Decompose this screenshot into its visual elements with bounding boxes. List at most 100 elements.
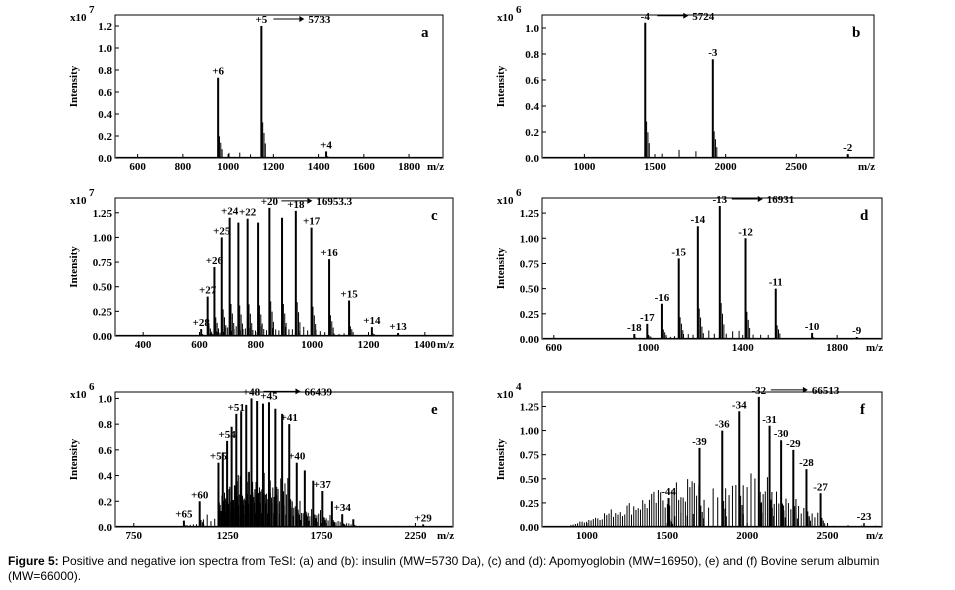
- panel-a-ytick-label: 0.4: [98, 109, 112, 121]
- panel-e-peak-label: +60: [191, 489, 209, 501]
- panel-c-ytick-label: 0.50: [93, 282, 113, 294]
- panel-e-xtick-label: 1250: [217, 530, 240, 542]
- panel-a-ytick-label: 0.2: [98, 131, 112, 143]
- panel-b-ytick-label: 0.6: [525, 75, 539, 87]
- panel-d-deconvoluted-mass: 16931: [767, 194, 795, 206]
- panel-f-ytick-label: 0.75: [520, 450, 540, 462]
- panel-b-arrow-head: [683, 12, 689, 19]
- panel-b-ytick-label: 0.8: [525, 49, 539, 61]
- panel-f-ytick-label: 0.50: [520, 474, 540, 486]
- panel-c-frame: [114, 197, 454, 337]
- panel-d-letter: d: [860, 208, 869, 224]
- panel-c-peak-label: +13: [389, 321, 407, 333]
- panel-a-ytick-label: 1.0: [98, 43, 112, 55]
- panel-d-peak-label: -14: [690, 214, 705, 226]
- panel-c: 0.00 0.25 0.50 0.75 1.00 1.25 400 600 800 1000 120…: [68, 187, 454, 351]
- panel-e-peak-label: +55: [210, 451, 228, 463]
- panel-f-peak-label: -23: [857, 511, 872, 523]
- panel-f-peak-label: -31: [762, 414, 777, 426]
- panel-f-xtick-label: 2500: [816, 530, 839, 542]
- panel-d-peak-label: -18: [627, 322, 642, 334]
- panel-d-ytick-label: 0.00: [520, 334, 540, 346]
- panel-b-minor-peaks: [646, 121, 853, 158]
- panel-a-letter: a: [421, 25, 429, 41]
- panel-a-xtick-label: 1200: [262, 161, 285, 173]
- panel-a-peak-label: +5: [255, 14, 267, 26]
- panel-d-xtick-label: 1400: [732, 342, 755, 354]
- panel-d-xtick-label: 1000: [637, 342, 660, 354]
- panel-c-peak-label: +25: [213, 225, 231, 237]
- panel-c-minor-peaks: [202, 301, 403, 336]
- panel-f-ytick-label: 1.25: [520, 401, 540, 413]
- panel-f-peak-label: -36: [715, 419, 730, 431]
- panel-e-ytick-label: 0.2: [98, 496, 112, 508]
- panel-b-frame: [541, 14, 875, 159]
- panel-a-xtick-label: 1600: [353, 161, 376, 173]
- panel-e-peak-label: +29: [415, 512, 433, 524]
- panel-c-xlabel: m/z: [437, 339, 454, 351]
- panel-a-xlabel: m/z: [427, 161, 444, 173]
- panel-f-peak-label: -30: [774, 428, 789, 440]
- panel-a-multiplier: x10: [70, 12, 87, 24]
- panel-c-deconvoluted-mass: 16953.3: [316, 196, 352, 208]
- panel-e-peak-label: +51: [228, 402, 245, 414]
- panel-c-peak-label: +26: [206, 255, 224, 267]
- panel-f-peak-label: -29: [786, 438, 801, 450]
- panel-d-xlabel: m/z: [866, 342, 883, 354]
- panel-d-multiplier: x10: [497, 195, 514, 207]
- panel-f-peak-label: -34: [732, 399, 747, 411]
- panel-b-ytick-label: 0.2: [525, 127, 539, 139]
- panel-c-xtick-label: 1400: [414, 339, 437, 351]
- panel-b-xtick-label: 1500: [644, 161, 667, 173]
- panel-a-xtick-label: 1000: [217, 161, 240, 173]
- panel-a-ylabel: Intensity: [68, 65, 80, 107]
- panel-c-ytick-label: 0.75: [93, 257, 113, 269]
- panel-a-exponent: 7: [89, 4, 95, 16]
- panel-c-peak-label: +22: [239, 207, 257, 219]
- panel-e-exponent: 6: [89, 381, 95, 393]
- panel-c-ylabel: Intensity: [68, 246, 80, 288]
- panel-f-xtick-label: 2000: [736, 530, 759, 542]
- panel-c-ytick-label: 1.00: [93, 232, 113, 244]
- panel-b-xtick-label: 2000: [715, 161, 738, 173]
- panel-d-ytick-label: 0.25: [520, 309, 540, 321]
- panel-c-peak-label: +17: [303, 216, 321, 228]
- panel-b-ytick-label: 0.0: [525, 153, 539, 165]
- panel-f-arrow-head: [802, 386, 808, 393]
- panel-c-letter: c: [431, 208, 438, 224]
- panel-e-peak-label: +48: [243, 386, 261, 398]
- panel-b-multiplier: x10: [497, 12, 514, 24]
- panel-e-peak-label: +34: [334, 502, 352, 514]
- panel-b-peak-label: -4: [641, 11, 651, 23]
- panel-d-peak-label: -11: [769, 277, 783, 289]
- panel-c-peak-label: +16: [320, 247, 338, 259]
- panel-b-peak-label: -2: [843, 142, 853, 154]
- panel-b-xtick-label: 2500: [785, 161, 808, 173]
- panel-f-peak-label: -28: [799, 457, 814, 469]
- panel-f-peak-label: -44: [661, 486, 676, 498]
- panel-f-exponent: 4: [516, 381, 522, 393]
- panel-d-peak-label: -17: [640, 312, 655, 324]
- panel-f-ytick-label: 0.00: [520, 522, 540, 534]
- panel-b-xlabel: m/z: [858, 161, 875, 173]
- panel-e-minor-peaks: [184, 471, 428, 527]
- panel-d-peak-label: -10: [805, 321, 820, 333]
- panel-e-xtick-label: 750: [126, 530, 143, 542]
- panel-d-ytick-label: 0.50: [520, 284, 540, 296]
- panel-e-peak-label: +45: [260, 390, 278, 402]
- panel-e-ytick-label: 0.4: [98, 471, 112, 483]
- panel-f-ylabel: Intensity: [495, 438, 507, 480]
- panel-d-xtick-label: 600: [546, 342, 563, 354]
- panel-b: 0.0 0.2 0.4 0.6 0.8 1.0 1000 1500 2000 2500 m/z Int…: [495, 4, 875, 173]
- panel-c-ytick-label: 0.25: [93, 306, 113, 318]
- panel-c-peak-label: +20: [261, 196, 279, 208]
- panel-f-xtick-label: 1500: [656, 530, 679, 542]
- panel-a-xtick-label: 1800: [398, 161, 421, 173]
- panel-c-xtick-label: 1200: [358, 339, 381, 351]
- panel-a: 0.0 0.2 0.4 0.6 0.8 1.0 1.2 600 800 1000 1200 1400 1…: [68, 4, 444, 173]
- panel-c-ytick-label: 0.00: [93, 331, 113, 343]
- panel-e-deconvoluted-mass: 66439: [305, 386, 333, 398]
- figure-spectra: 0.0 0.2 0.4 0.6 0.8 1.0 1.2 600 800 1000 1200 1400 1…: [68, 4, 883, 542]
- panel-d-xtick-label: 1800: [826, 342, 849, 354]
- panel-d-peak-label: -13: [712, 194, 727, 206]
